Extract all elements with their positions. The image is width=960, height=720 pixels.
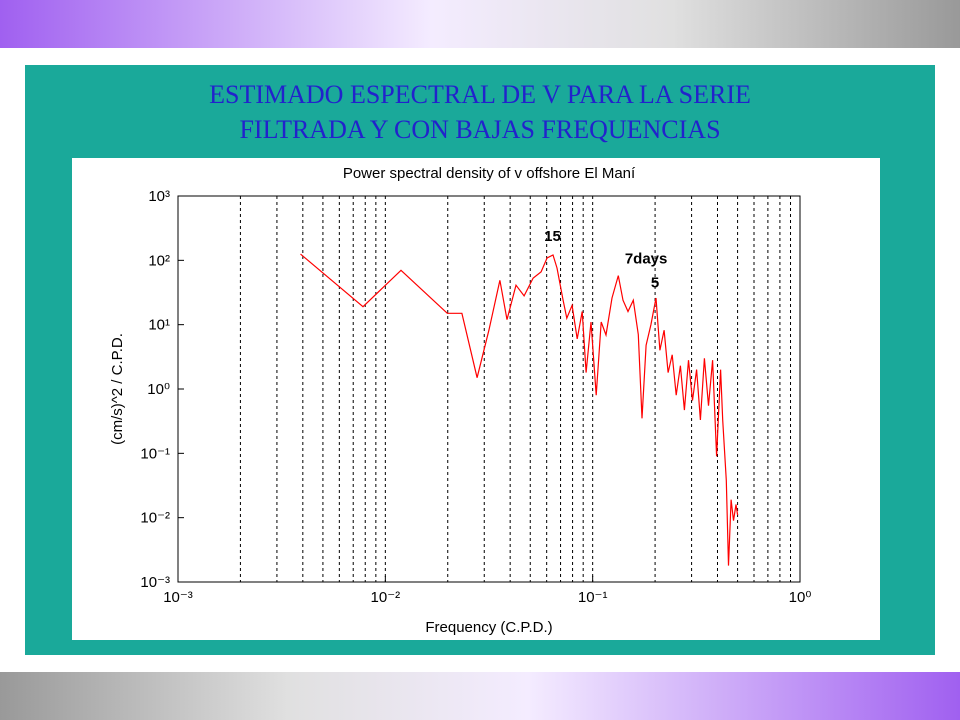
annotation: 7days: [625, 250, 668, 267]
x-tick-label: 10⁻¹: [578, 589, 608, 606]
top-band: [0, 0, 960, 48]
annotation: 5: [651, 274, 659, 291]
y-tick-label: 10³: [148, 188, 170, 205]
x-axis-label: Frequency (C.P.D.): [425, 619, 552, 636]
heading-line: ESTIMADO ESPECTRAL DE V PARA LA SERIE: [209, 80, 751, 109]
chart-background: [72, 158, 880, 640]
x-tick-label: 10⁻²: [371, 589, 401, 606]
y-tick-label: 10⁻¹: [140, 445, 170, 462]
chart-title: Power spectral density of v offshore El …: [343, 165, 636, 182]
annotation: 15: [544, 228, 561, 245]
y-tick-label: 10¹: [148, 317, 170, 334]
x-tick-label: 10⁰: [789, 589, 812, 606]
y-tick-label: 10⁻²: [140, 510, 170, 527]
heading-line: FILTRADA Y CON BAJAS FREQUENCIAS: [239, 115, 721, 144]
y-tick-label: 10⁻³: [140, 574, 170, 591]
series-line: [300, 253, 739, 566]
y-axis-label: (cm/s)^2 / C.P.D.: [109, 333, 126, 445]
bottom-band: [0, 672, 960, 720]
x-tick-label: 10⁻³: [163, 589, 193, 606]
y-tick-label: 10²: [148, 252, 170, 269]
y-tick-label: 10⁰: [147, 381, 170, 398]
